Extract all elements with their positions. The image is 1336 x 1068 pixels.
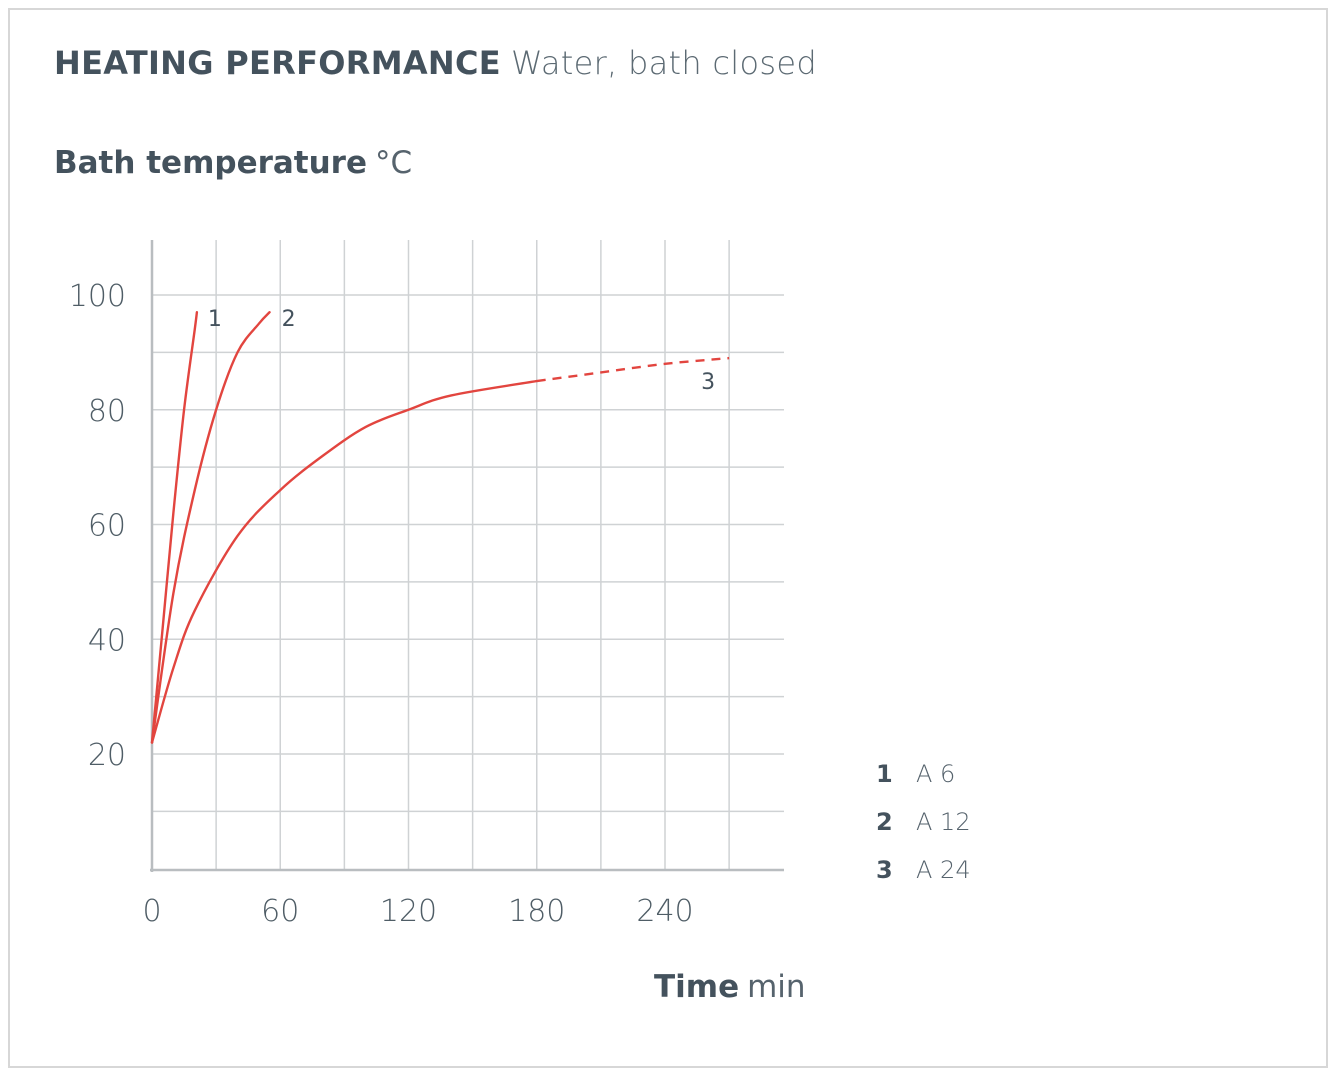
chart-ticks: 20 40 60 80 100 0 60 120 180 240 — [69, 279, 694, 929]
x-tick-label: 120 — [380, 894, 437, 929]
legend-key: 1 — [876, 760, 893, 788]
chart-frame — [8, 8, 1328, 1068]
curve-label-2: 2 — [282, 307, 296, 332]
chart-axes — [150, 240, 784, 872]
y-tick-label: 100 — [69, 279, 126, 314]
chart-grid — [152, 240, 784, 870]
legend-item: 1 A 6 — [876, 750, 971, 798]
chart-title-light: Water, bath closed — [510, 44, 817, 82]
chart-title-strong: HEATING PERFORMANCE — [54, 44, 501, 82]
series-line-3 — [150, 379, 538, 744]
x-tick-label: 240 — [636, 894, 693, 929]
y-tick-label: 80 — [88, 394, 126, 429]
series-line-1 — [150, 311, 199, 744]
legend-name: A 24 — [916, 856, 971, 884]
legend-key: 2 — [876, 808, 893, 836]
curve-label-1: 1 — [208, 307, 222, 332]
x-tick-label: 180 — [508, 894, 565, 929]
x-axis-label: Time min — [654, 972, 806, 1003]
legend-name: A 12 — [916, 808, 971, 836]
x-axis-label-strong: Time — [654, 969, 740, 1005]
y-tick-label: 20 — [88, 738, 126, 773]
y-tick-label: 60 — [88, 509, 126, 544]
x-tick-label: 60 — [261, 894, 299, 929]
x-tick-label: 0 — [142, 894, 161, 929]
y-axis-label: Bath temperature °C — [54, 148, 412, 179]
series-line-dashed-3 — [536, 356, 730, 383]
curve-label-3: 3 — [701, 370, 715, 395]
legend: 1 A 6 2 A 12 3 A 24 — [876, 750, 971, 894]
legend-item: 3 A 24 — [876, 846, 971, 894]
series-line-2 — [150, 311, 271, 744]
chart-curve-labels: 1 2 3 — [208, 307, 715, 395]
chart-title: HEATING PERFORMANCE Water, bath closed — [54, 47, 817, 79]
y-axis-unit: °C — [375, 145, 413, 181]
chart-series — [150, 311, 730, 744]
y-axis-label-strong: Bath temperature — [54, 145, 367, 181]
legend-item: 2 A 12 — [876, 798, 971, 846]
legend-name: A 6 — [916, 760, 956, 788]
y-tick-label: 40 — [88, 623, 126, 658]
x-axis-unit: min — [747, 969, 806, 1005]
legend-key: 3 — [876, 856, 893, 884]
